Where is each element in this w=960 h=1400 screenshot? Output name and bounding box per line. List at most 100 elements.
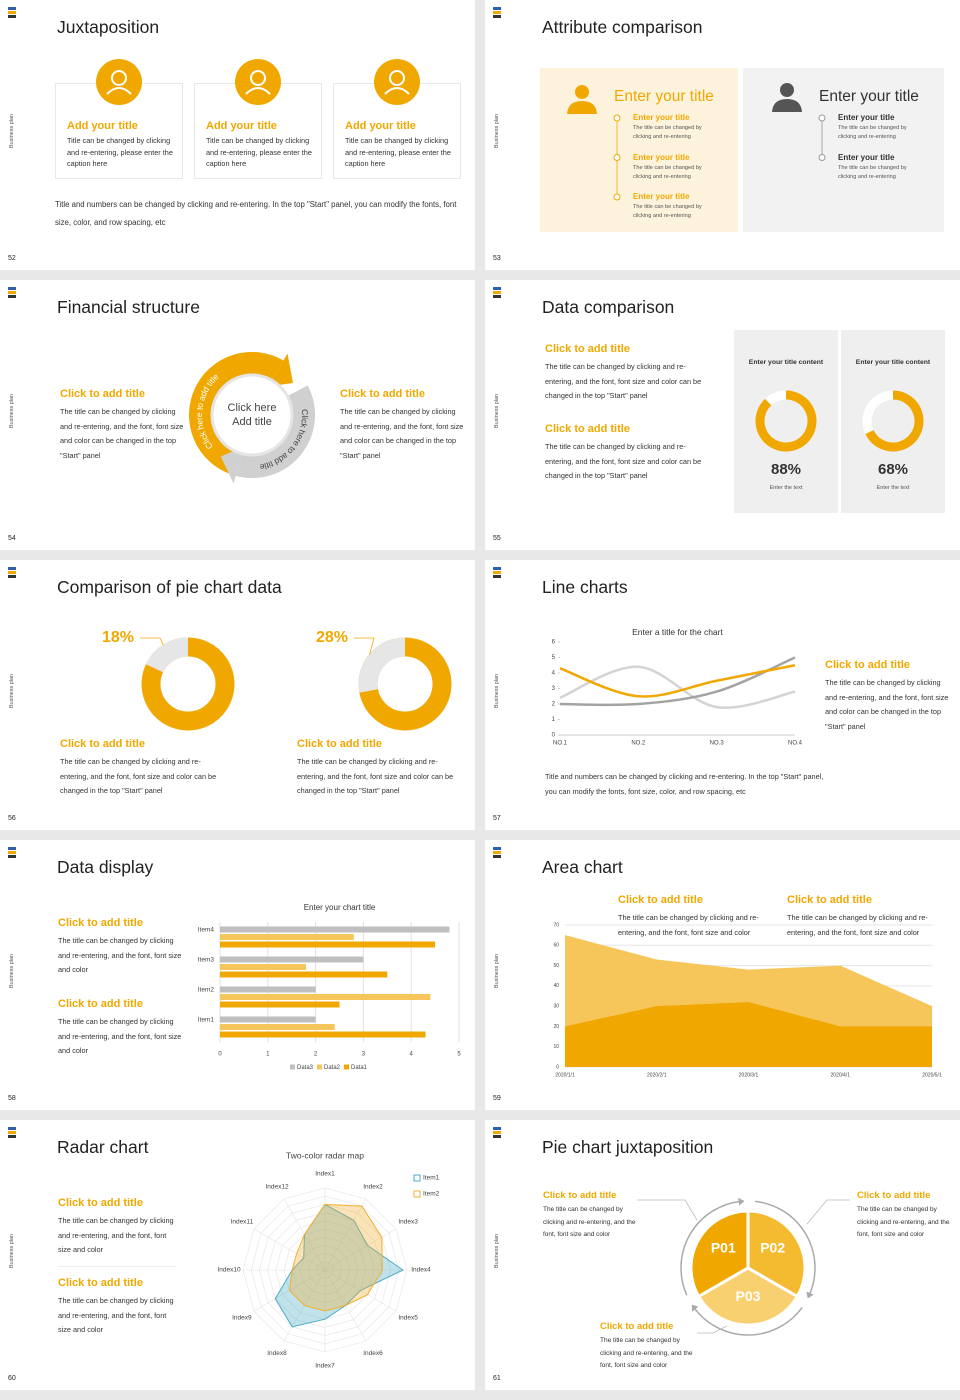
pie-segment [696,1266,800,1327]
slide-number: 56 [8,815,16,822]
card-title: Add your title [345,120,416,132]
donut-segment [145,637,189,673]
bar [220,986,316,993]
slide-title: Comparison of pie chart data [57,577,282,597]
block-title: Click to add title [297,738,382,750]
donut-segment [358,637,406,693]
y-tick-label: 0 [552,733,556,739]
value-label: 88% [770,461,802,478]
block-text: The title can be changed by clicking and… [58,1216,174,1254]
block-title: Click to add title [618,894,703,906]
logo-part [493,855,501,858]
arc-grey [235,385,315,478]
slide-number: 52 [8,255,16,262]
x-tick-label: 2020/1/1 [555,1072,575,1078]
icon-body [245,87,271,95]
bar [220,934,354,940]
line-series [559,656,796,707]
connector [697,1325,728,1334]
person-body [772,99,802,112]
block-text: The title can be changed by clicking and… [297,757,454,795]
logo-part [8,575,16,578]
block-text: The title can be changed by clicking and… [545,442,702,480]
bullet [613,154,621,161]
donut-segment [755,390,817,452]
block-text: The title can be changed by clicking and… [58,1017,182,1055]
legend-label: Data3 [297,1065,314,1071]
y-tick-label: 2 [552,702,556,708]
logo-part [8,1127,16,1130]
slide-number: 55 [493,535,501,542]
item-title: Enter your title [838,113,895,122]
value-label: 68% [877,461,909,478]
panel-caption: Enter the text [769,485,803,491]
radar-spoke [324,1198,367,1271]
icon-circle [96,59,142,105]
block-text: The title can be changed by clicking and… [60,407,184,460]
logo [8,1127,16,1138]
icon-head [111,70,127,86]
y-tick-label: 50 [553,963,559,969]
card-text: Title can be changed by clicking and re-… [67,136,173,168]
block-text: The title can be changed by clicking and… [787,913,928,937]
logo-part [8,855,16,858]
caption: Title and numbers can be changed by clic… [55,200,457,227]
y-tick-label: 10 [553,1044,559,1050]
bar-chart: 0 1 2 3 4 5 Item1 Item2 Item3 Item4 Data3 Data2 Data… [198,922,461,1071]
logo [493,7,501,18]
slide-title: Juxtaposition [57,17,160,37]
center-label: Click here [228,402,277,414]
panel-heading: Enter your title content [748,359,824,366]
x-tick-label: 3 [362,1052,366,1058]
block-title: Click to add title [58,1277,143,1289]
block-title: Click to add title [60,738,145,750]
logo [8,847,16,858]
card-title: Add your title [67,120,138,132]
arrowhead [220,446,244,484]
x-tick-label: 2020/5/1 [922,1072,942,1078]
slide: Business plan 57 Line charts Enter a title … [485,560,960,830]
logo-part [8,851,16,854]
donut-segment [865,390,924,452]
block-title: Click to add title [543,1190,617,1201]
x-tick-label: 2020/2/1 [647,1072,667,1078]
y-tick-label: 60 [553,943,559,949]
card-text: Title can be changed by clicking and re-… [206,136,312,168]
slide-number: 61 [493,1375,501,1382]
legend-label: Data2 [324,1065,341,1071]
bar [220,964,307,970]
legend-swatch [413,1190,421,1198]
y-tick-label: Item3 [198,957,215,964]
icon-circle [235,59,281,105]
slide-title: Financial structure [57,297,200,317]
slide-title: Attribute comparison [542,17,703,37]
bullet [613,114,621,122]
caption: Title and numbers can be changed by clic… [545,772,824,796]
item-text: The title can be changed by clicking and… [633,164,702,180]
axis-label: Index11 [231,1219,254,1226]
outer-arrow [738,1197,745,1206]
panel-title: Enter your title [614,88,714,105]
bar [220,1024,335,1030]
item-title: Enter your title [633,152,690,162]
logo-part [8,571,16,574]
x-tick-label: NO.1 [553,741,568,747]
y-tick-label: 0 [556,1064,559,1070]
outer-arrow [806,1291,814,1299]
logo-part [493,11,501,14]
logo-part [8,1135,16,1138]
outer-arc [754,1200,816,1296]
logo [493,847,501,858]
item-title: Enter your title [838,152,895,162]
bar [220,1031,426,1038]
arrowhead [268,353,293,387]
slide: Business plan 60 Radar chart Click to add t… [0,1120,475,1390]
y-tick-label: 4 [552,671,556,677]
donut-charts [140,637,452,731]
y-tick-label: 6 [552,640,556,646]
slide: Business plan 56 Comparison of pie chart d… [0,560,475,830]
logo-part [493,567,501,570]
logo [493,287,501,298]
icon-head [250,70,266,86]
